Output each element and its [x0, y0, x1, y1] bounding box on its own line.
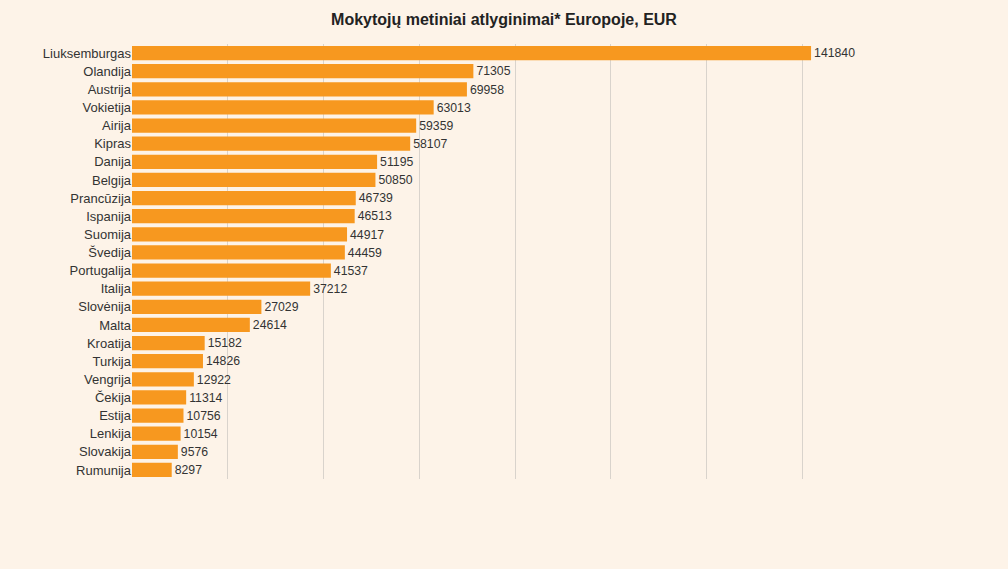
svg-text:69958: 69958	[470, 83, 504, 97]
svg-text:10154: 10154	[184, 427, 218, 441]
svg-text:12922: 12922	[197, 373, 231, 387]
svg-text:Liuksemburgas: Liuksemburgas	[43, 46, 132, 61]
svg-text:Ispanija: Ispanija	[86, 209, 132, 224]
svg-text:Vokietija: Vokietija	[83, 100, 132, 115]
svg-text:24614: 24614	[253, 318, 287, 332]
svg-text:Kipras: Kipras	[94, 136, 131, 151]
svg-text:44459: 44459	[348, 246, 382, 260]
svg-text:Kroatija: Kroatija	[87, 336, 132, 351]
svg-text:37212: 37212	[313, 282, 347, 296]
svg-text:15182: 15182	[208, 336, 242, 350]
svg-text:Portugalija: Portugalija	[70, 263, 132, 278]
svg-text:Belgija: Belgija	[92, 172, 132, 187]
svg-text:Slovėnija: Slovėnija	[78, 299, 132, 314]
svg-text:9576: 9576	[181, 445, 208, 459]
svg-text:Olandija: Olandija	[83, 64, 131, 79]
svg-text:10756: 10756	[186, 409, 220, 423]
svg-text:Estija: Estija	[99, 408, 132, 423]
svg-text:Vengrija: Vengrija	[84, 372, 132, 387]
svg-text:58107: 58107	[413, 137, 447, 151]
svg-text:50850: 50850	[378, 173, 412, 187]
svg-text:Malta: Malta	[99, 317, 132, 332]
svg-text:Danija: Danija	[94, 154, 132, 169]
svg-text:46739: 46739	[359, 191, 393, 205]
svg-text:27029: 27029	[264, 300, 298, 314]
svg-text:Lenkija: Lenkija	[90, 426, 132, 441]
svg-text:141840: 141840	[814, 46, 855, 60]
svg-text:Slovakija: Slovakija	[79, 444, 132, 459]
svg-text:Čekija: Čekija	[95, 390, 132, 405]
svg-text:Italija: Italija	[101, 281, 132, 296]
svg-text:59359: 59359	[419, 119, 453, 133]
svg-text:Mokytojų metiniai atlyginimai*: Mokytojų metiniai atlyginimai* Europoje,…	[331, 11, 677, 28]
svg-text:Turkija: Turkija	[92, 354, 131, 369]
svg-text:11314: 11314	[189, 391, 222, 405]
svg-text:Rumunija: Rumunija	[76, 462, 132, 477]
svg-text:Prancūzija: Prancūzija	[70, 191, 131, 206]
svg-text:14826: 14826	[206, 354, 240, 368]
svg-text:44917: 44917	[350, 228, 384, 242]
svg-text:46513: 46513	[358, 209, 392, 223]
svg-text:41537: 41537	[334, 264, 368, 278]
svg-text:Švedija: Švedija	[88, 245, 131, 260]
svg-text:8297: 8297	[175, 463, 202, 477]
svg-text:63013: 63013	[437, 101, 471, 115]
svg-text:51195: 51195	[380, 155, 413, 169]
svg-text:Austrija: Austrija	[88, 82, 132, 97]
svg-text:Suomija: Suomija	[84, 227, 132, 242]
svg-text:Airija: Airija	[102, 118, 132, 133]
svg-text:71305: 71305	[476, 64, 510, 78]
